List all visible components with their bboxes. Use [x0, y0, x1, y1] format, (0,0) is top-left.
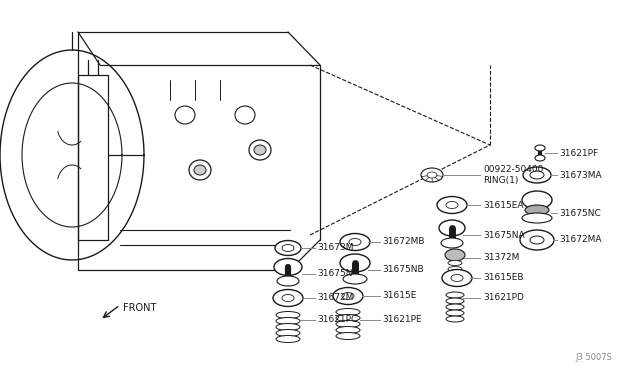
Ellipse shape	[522, 213, 552, 223]
Ellipse shape	[530, 236, 544, 244]
Ellipse shape	[421, 168, 443, 182]
Ellipse shape	[427, 172, 437, 178]
Text: 31672MB: 31672MB	[382, 237, 424, 247]
Ellipse shape	[523, 167, 551, 183]
Ellipse shape	[282, 295, 294, 301]
Ellipse shape	[448, 279, 462, 283]
Text: 31675NB: 31675NB	[382, 266, 424, 275]
Text: 31621PC: 31621PC	[317, 315, 357, 324]
Text: 31621PF: 31621PF	[559, 148, 598, 157]
Text: FRONT: FRONT	[123, 303, 156, 313]
Text: 31621PE: 31621PE	[382, 315, 422, 324]
Ellipse shape	[194, 165, 206, 175]
Ellipse shape	[276, 336, 300, 343]
Ellipse shape	[442, 269, 472, 286]
Ellipse shape	[175, 106, 195, 124]
Ellipse shape	[189, 160, 211, 180]
Text: 31615EB: 31615EB	[483, 273, 524, 282]
Ellipse shape	[276, 330, 300, 337]
Ellipse shape	[451, 275, 463, 282]
Ellipse shape	[448, 273, 462, 278]
Text: 31615E: 31615E	[382, 292, 417, 301]
Ellipse shape	[446, 298, 464, 304]
Text: 31675NA: 31675NA	[483, 231, 525, 240]
Ellipse shape	[276, 324, 300, 330]
Ellipse shape	[448, 266, 462, 272]
Ellipse shape	[275, 241, 301, 256]
Ellipse shape	[336, 308, 360, 315]
Ellipse shape	[274, 259, 302, 276]
Ellipse shape	[336, 321, 360, 327]
Ellipse shape	[276, 311, 300, 318]
Ellipse shape	[276, 317, 300, 324]
Ellipse shape	[448, 260, 462, 266]
Ellipse shape	[254, 145, 266, 155]
Ellipse shape	[340, 254, 370, 272]
Ellipse shape	[439, 220, 465, 236]
Text: 00922-50400: 00922-50400	[483, 166, 543, 174]
Ellipse shape	[445, 249, 465, 261]
Text: RING(1): RING(1)	[483, 176, 518, 186]
Ellipse shape	[342, 292, 354, 299]
Ellipse shape	[340, 234, 370, 250]
Ellipse shape	[530, 171, 544, 179]
Ellipse shape	[437, 196, 467, 214]
Ellipse shape	[446, 310, 464, 316]
Text: J3 5007S: J3 5007S	[575, 353, 612, 362]
Text: 31615EA: 31615EA	[483, 201, 524, 209]
Ellipse shape	[535, 145, 545, 151]
Ellipse shape	[343, 274, 367, 284]
Ellipse shape	[277, 276, 299, 286]
Ellipse shape	[446, 292, 464, 298]
Ellipse shape	[349, 238, 361, 246]
Ellipse shape	[273, 289, 303, 307]
Ellipse shape	[235, 106, 255, 124]
Ellipse shape	[336, 314, 360, 321]
Text: 31673M: 31673M	[317, 244, 353, 253]
Ellipse shape	[522, 191, 552, 209]
Ellipse shape	[446, 202, 458, 208]
Text: 31673MA: 31673MA	[559, 170, 602, 180]
Text: 31672MA: 31672MA	[559, 235, 602, 244]
Ellipse shape	[446, 304, 464, 310]
Ellipse shape	[336, 333, 360, 340]
Ellipse shape	[441, 238, 463, 248]
Text: 31621PD: 31621PD	[483, 294, 524, 302]
Ellipse shape	[535, 155, 545, 161]
Ellipse shape	[446, 316, 464, 322]
Ellipse shape	[249, 140, 271, 160]
Ellipse shape	[282, 244, 294, 251]
Ellipse shape	[520, 230, 554, 250]
Ellipse shape	[333, 288, 363, 305]
Ellipse shape	[525, 205, 549, 215]
Text: 31675N: 31675N	[317, 269, 353, 279]
Text: 31372M: 31372M	[483, 253, 520, 263]
Ellipse shape	[336, 327, 360, 334]
Text: 31672M: 31672M	[317, 294, 353, 302]
Text: 31675NC: 31675NC	[559, 208, 601, 218]
